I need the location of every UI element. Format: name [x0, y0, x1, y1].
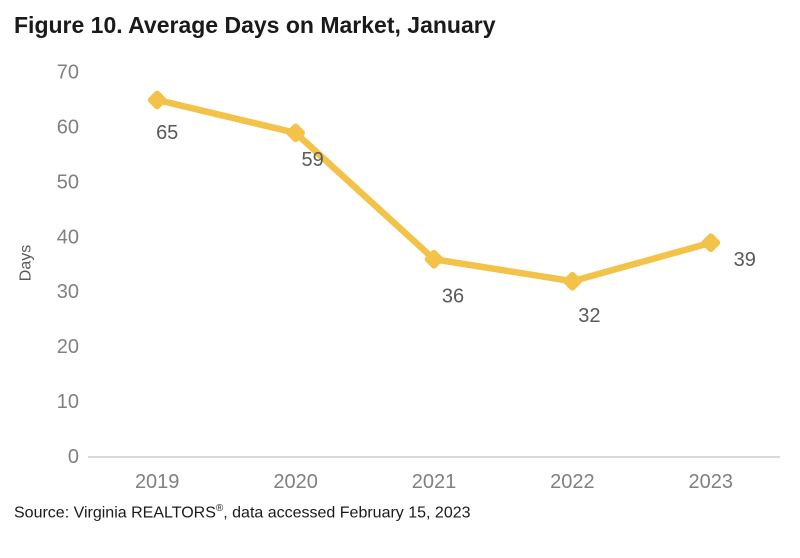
- source-note: Source: Virginia REALTORS®, data accesse…: [14, 503, 471, 522]
- x-tick-label: 2023: [689, 471, 734, 493]
- data-point-label: 32: [578, 305, 600, 327]
- y-tick-label: 0: [68, 446, 79, 468]
- data-point-marker: [701, 233, 721, 253]
- data-point-label: 59: [301, 149, 323, 171]
- y-tick-label: 40: [57, 226, 79, 248]
- y-tick-label: 20: [57, 336, 79, 358]
- data-point-label: 39: [734, 249, 756, 271]
- y-axis-title: Days: [18, 245, 35, 281]
- source-text-prefix: Source: Virginia REALTORS: [14, 504, 216, 522]
- y-tick-label: 60: [57, 116, 79, 138]
- data-point-marker: [424, 249, 444, 269]
- data-point-label: 65: [156, 122, 178, 144]
- data-point-marker: [286, 123, 305, 143]
- registered-mark: ®: [215, 503, 224, 514]
- y-tick-label: 10: [57, 391, 79, 413]
- x-tick-label: 2021: [412, 471, 457, 493]
- x-tick-label: 2020: [273, 471, 318, 493]
- y-tick-label: 70: [57, 62, 79, 84]
- y-tick-label: 30: [57, 281, 79, 303]
- y-tick-label: 50: [57, 171, 79, 193]
- source-text-suffix: , data accessed February 15, 2023: [223, 504, 471, 522]
- x-tick-label: 2022: [550, 471, 595, 493]
- data-point-label: 36: [442, 285, 464, 307]
- data-point-marker: [563, 271, 582, 291]
- x-tick-label: 2019: [135, 471, 180, 493]
- data-point-marker: [147, 90, 167, 110]
- figure-title: Figure 10. Average Days on Market, Janua…: [14, 12, 496, 38]
